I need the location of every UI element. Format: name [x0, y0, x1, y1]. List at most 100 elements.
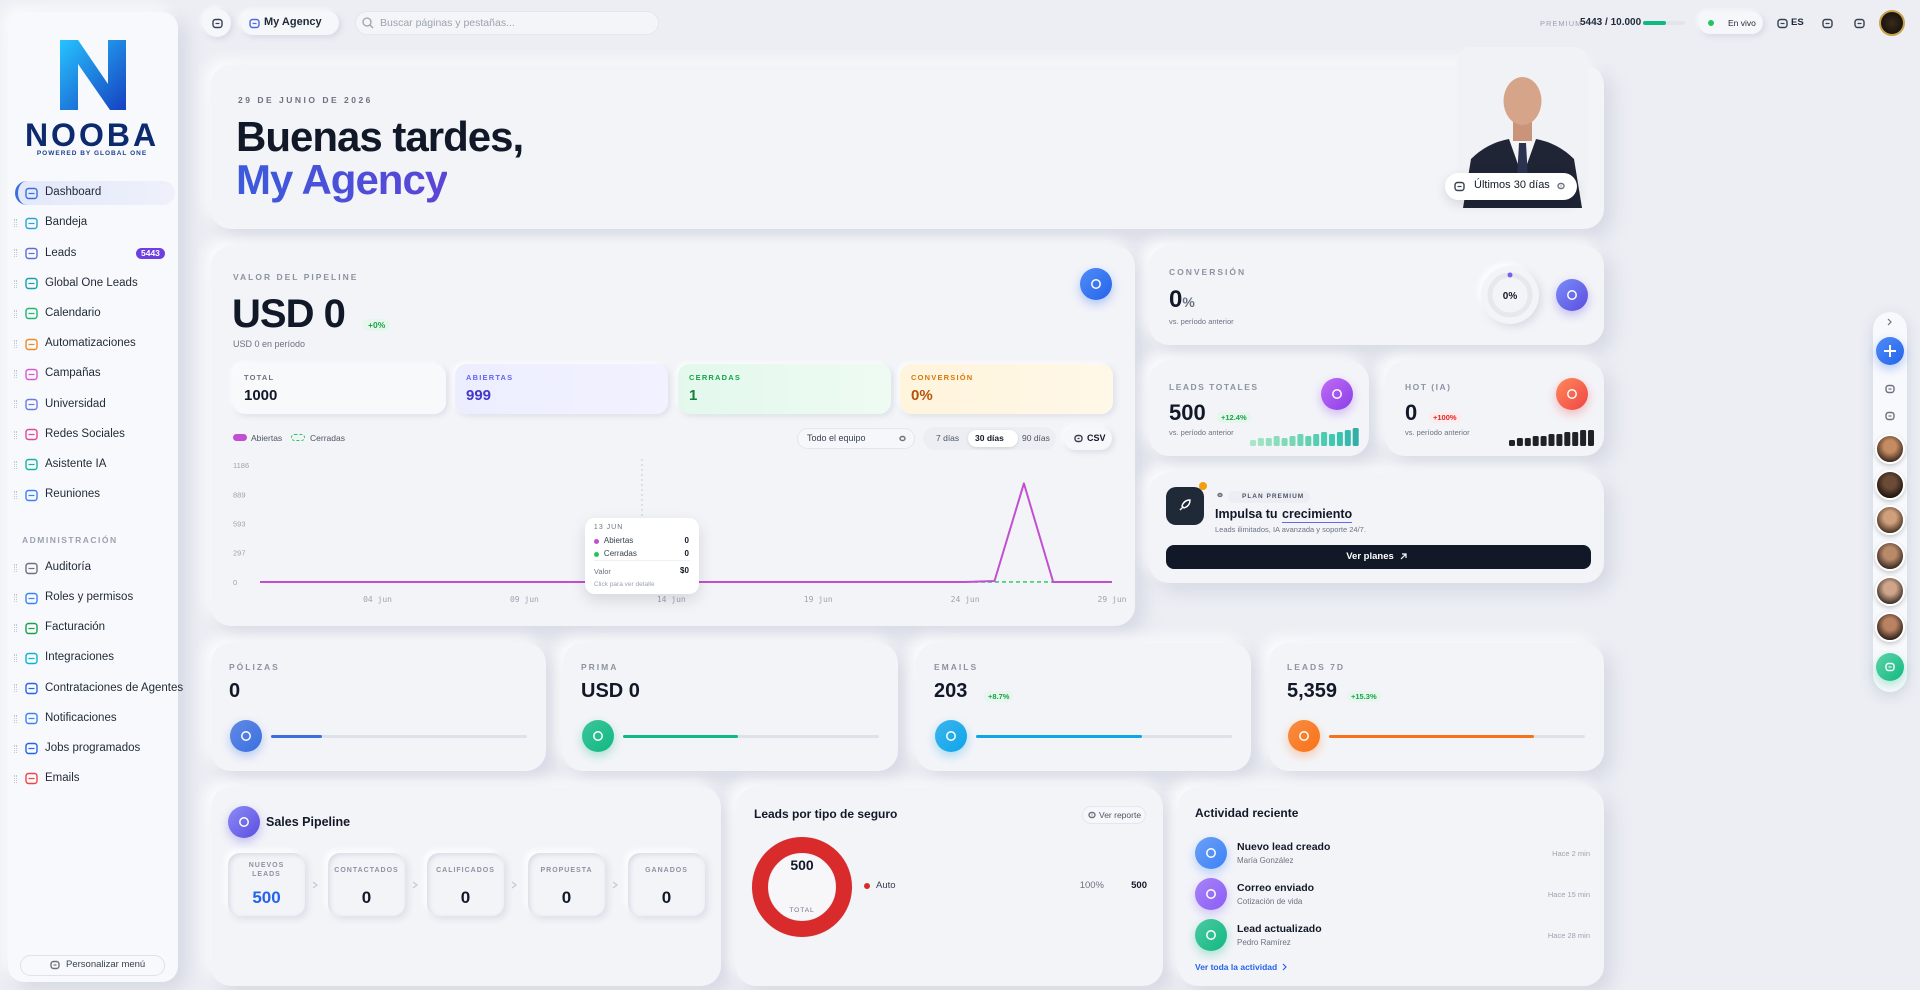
icon-shape: [24, 712, 38, 725]
spark-bar: [1258, 438, 1265, 446]
range-tab-active: [968, 430, 1018, 447]
team-avatar[interactable]: [1875, 469, 1905, 500]
progress-track: [623, 735, 879, 738]
team-avatar[interactable]: [1875, 611, 1905, 642]
icon-glyph: [241, 731, 251, 741]
icon-shape: [1179, 499, 1191, 511]
nav-badge: 5443: [136, 248, 165, 259]
icon-shape: [24, 398, 38, 411]
sales-title: Sales Pipeline: [266, 814, 351, 829]
icon-shape: [312, 881, 318, 889]
stage-value: 0: [460, 887, 471, 907]
progress-fill: [1329, 735, 1534, 738]
icon-shape: [24, 217, 38, 229]
donut-total: 500: [790, 856, 814, 873]
activity-time: Hace 15 min: [1547, 889, 1590, 899]
stat-value: 0%: [911, 387, 933, 404]
spark-bar: [1281, 438, 1288, 446]
nav-item[interactable]: Reuniones: [45, 488, 100, 501]
donut-hole: [769, 854, 835, 920]
icon-shape: [24, 772, 38, 785]
icon-shape: [369, 24, 374, 29]
customize-button[interactable]: [20, 955, 165, 976]
range-tab[interactable]: 7 días: [936, 432, 960, 443]
leads_total-icon[interactable]: [1321, 378, 1353, 410]
legend-swatch: [233, 434, 247, 441]
spark-bar: [1313, 434, 1320, 446]
icon-shape: [362, 17, 372, 27]
workspace-switch[interactable]: [241, 11, 339, 35]
icon-shape: [612, 881, 618, 889]
chart-tooltip: [584, 518, 699, 594]
spark-bar: [1588, 430, 1595, 446]
premium-title: Impulsa tu: [1215, 506, 1278, 521]
currency-button[interactable]: [1080, 268, 1112, 300]
tooltip-series: Cerradas: [603, 549, 637, 559]
kpi-card: [1269, 643, 1604, 771]
activity-item-detail: Cotización de vida: [1237, 897, 1303, 907]
spark-bar: [1337, 432, 1344, 446]
nav-icon: [1885, 411, 1895, 421]
nav-item: Notificaciones: [45, 711, 117, 724]
nav-icon: [24, 398, 38, 411]
pipeline-value: USD 0: [232, 292, 346, 336]
chevron: [312, 881, 318, 889]
kpi-icon: [1288, 720, 1320, 752]
trend-button[interactable]: [1556, 279, 1588, 311]
team-avatar[interactable]: [1875, 434, 1905, 464]
user-avatar[interactable]: [1879, 10, 1905, 36]
nav-item[interactable]: Universidad: [45, 397, 106, 410]
spark-bar: [1289, 436, 1296, 446]
csv-button[interactable]: [1064, 427, 1112, 450]
drag-handle: [14, 744, 17, 753]
pipeline-label: VALOR DEL PIPELINE: [233, 271, 359, 282]
activity-icon: [1195, 837, 1227, 869]
logo: [60, 40, 126, 110]
nav-item[interactable]: Automatizaciones: [45, 337, 136, 350]
kpi-label: EMAILS: [934, 661, 979, 672]
nav-item[interactable]: Asistente IA: [45, 457, 107, 470]
nav-item[interactable]: Calendario: [45, 306, 101, 319]
value[interactable]: 0: [1169, 286, 1183, 313]
progress-fill: [976, 735, 1143, 738]
spark-bar: [1353, 428, 1360, 446]
kpi-change: +8.7%: [984, 690, 1014, 702]
stat-box: [233, 364, 446, 414]
stage-value: 0: [661, 887, 672, 907]
nav-item[interactable]: Redes Sociales: [45, 427, 125, 440]
nav-item[interactable]: Global One Leads: [45, 276, 138, 289]
report-button[interactable]: [1082, 806, 1146, 824]
nav-item[interactable]: Campañas: [45, 367, 101, 380]
stat-label: CONVERSIÓN: [911, 372, 974, 382]
hot-icon[interactable]: [1556, 378, 1588, 410]
team-avatar[interactable]: [1875, 540, 1905, 571]
legend-share: 100%: [1079, 880, 1104, 892]
activity-icon: [1195, 919, 1227, 951]
unit: %: [1508, 291, 1517, 302]
arrow-icon: [1400, 553, 1407, 560]
nav-item[interactable]: Bandeja: [45, 216, 88, 229]
search-box[interactable]: [355, 11, 659, 35]
team-filter[interactable]: [797, 428, 915, 449]
legend-swatch: [291, 434, 305, 441]
nav-item[interactable]: Leads: [45, 246, 77, 259]
metric-change: +100%: [1429, 411, 1461, 423]
team-avatar[interactable]: [1875, 576, 1905, 606]
stat-value: 1: [689, 387, 698, 404]
head: [1503, 77, 1542, 125]
metric-change: +12.4%: [1217, 411, 1251, 423]
icon-glyph: [1206, 930, 1216, 940]
tooltip-date: 13 JUN: [593, 523, 624, 531]
premium-button[interactable]: [1166, 545, 1591, 569]
icon-shape: [1206, 889, 1216, 899]
activity-link[interactable]: Ver toda la actividad: [1195, 961, 1278, 972]
range-tab[interactable]: 90 días: [1022, 432, 1050, 443]
range-picker[interactable]: [1445, 173, 1577, 200]
team-avatar[interactable]: [1875, 505, 1905, 535]
nav-icon: [24, 368, 38, 380]
nav-icon: [24, 338, 38, 350]
nav-item: Contrataciones de Agentes: [45, 681, 184, 694]
nav-item[interactable]: Dashboard: [45, 186, 102, 199]
range-tab[interactable]: 30 días: [975, 432, 1004, 443]
